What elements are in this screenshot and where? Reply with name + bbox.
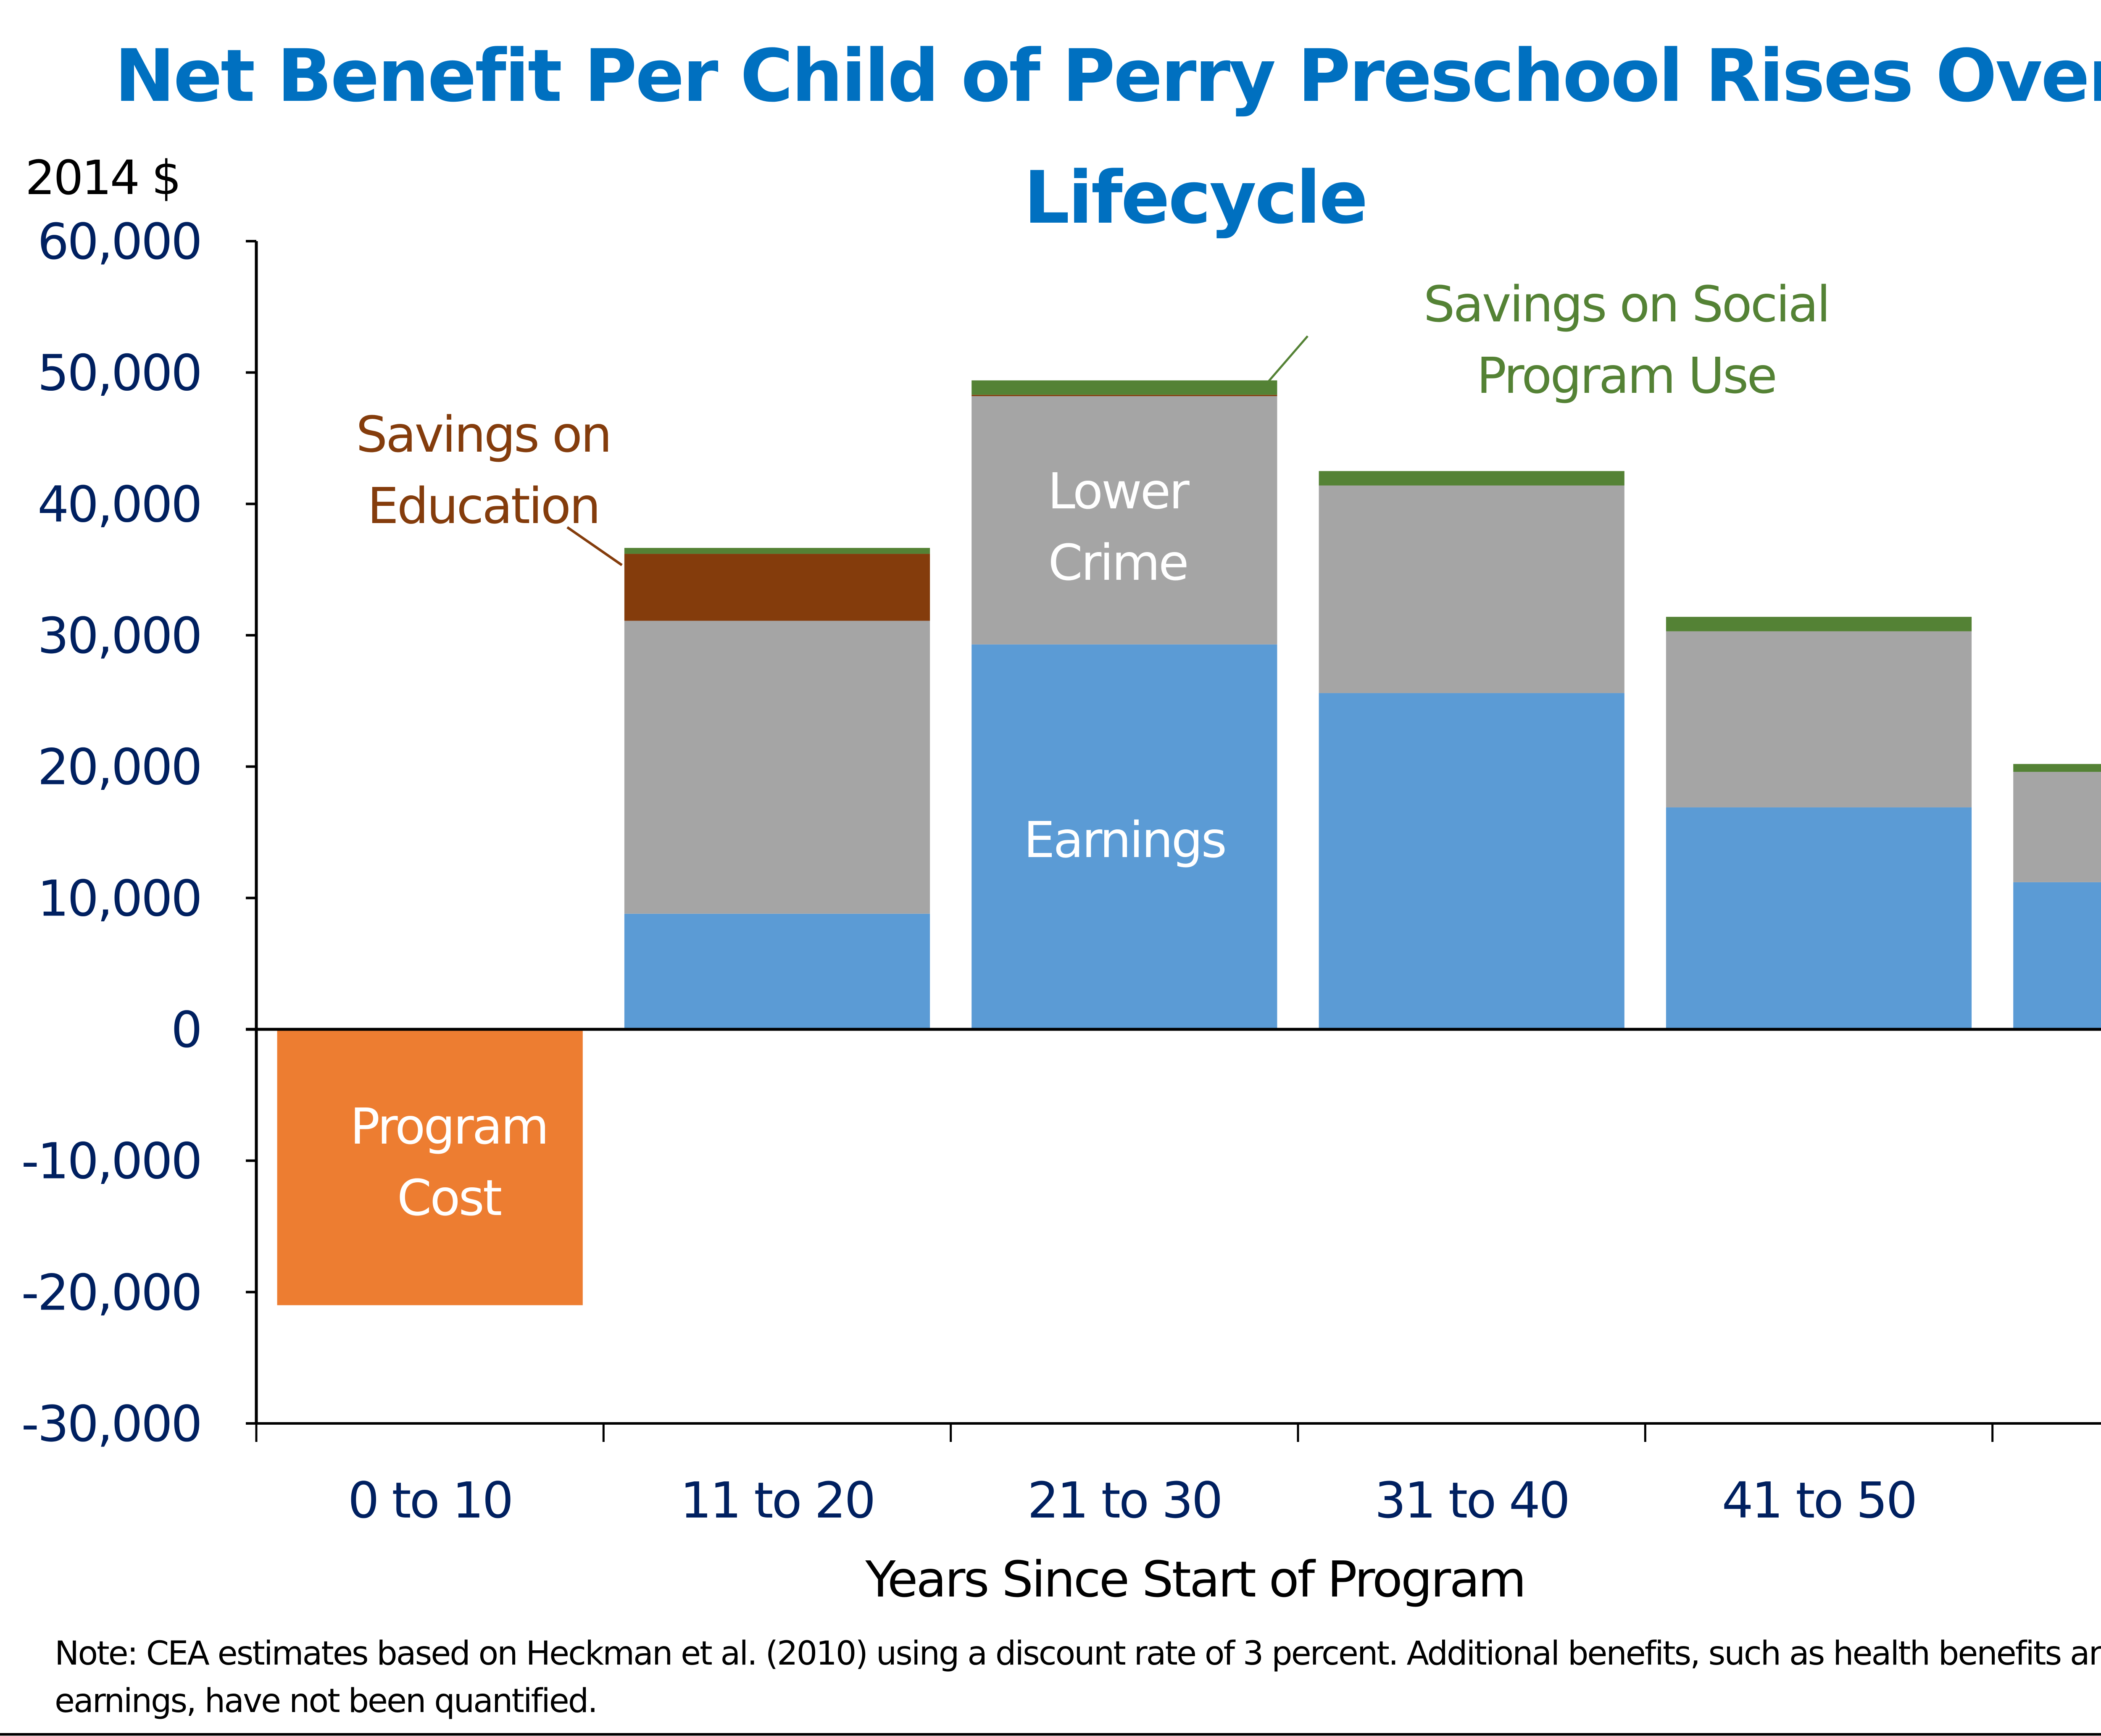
- note-line-1: Note: CEA estimates based on Heckman et …: [55, 1635, 2101, 1673]
- bar-savings-on-social-program-use-11-to-20: [624, 548, 930, 554]
- y-tick-label: -10,000: [21, 1132, 201, 1190]
- x-tick-label: 0 to 10: [348, 1471, 512, 1529]
- annotation-savings-social-2: Program Use: [1477, 347, 1776, 405]
- annotation-leader-education: [566, 526, 623, 566]
- bar-lower-crime-41-to-50: [1666, 631, 1972, 808]
- y-tick-label: 60,000: [37, 213, 201, 271]
- label-earnings: Earnings: [1024, 811, 1225, 869]
- y-axis-unit-label: 2014 $: [25, 151, 180, 205]
- bar-lower-crime-11-to-20: [624, 621, 930, 914]
- bar-savings-on-social-program-use-21-to-30: [972, 380, 1277, 395]
- y-ticks-group: 60,000 50,000 40,000 30,000 20,000 10,000 0 -10…: [21, 213, 256, 1453]
- bar-earnings-21-to-30: [972, 644, 1277, 1029]
- y-tick-label: 20,000: [37, 738, 201, 796]
- x-axis-title: Years Since Start of Program: [865, 1550, 1524, 1608]
- y-tick-label: -30,000: [21, 1395, 201, 1453]
- bar-lower-crime-51-: [2013, 772, 2101, 882]
- bar-savings-on-social-program-use-31-to-40: [1319, 471, 1624, 486]
- label-lower-crime-2: Crime: [1048, 534, 1187, 592]
- annotation-leader-social: [1264, 335, 1309, 387]
- x-tick-label: 41 to 50: [1722, 1471, 1916, 1529]
- bar-lower-crime-31-to-40: [1319, 485, 1624, 693]
- bar-savings-on-social-program-use-41-to-50: [1666, 617, 1972, 631]
- chart-title-line-1: Net Benefit Per Child of Perry Preschool…: [115, 34, 2101, 118]
- y-tick-label: 30,000: [37, 607, 201, 665]
- note-line-2: earnings, have not been quantified.: [55, 1682, 597, 1720]
- y-tick-label: 0: [171, 1001, 201, 1059]
- bar-savings-on-education-21-to-30: [972, 395, 1277, 396]
- y-tick-label: 10,000: [37, 869, 201, 927]
- bar-earnings-31-to-40: [1319, 693, 1624, 1029]
- y-tick-label: 50,000: [37, 344, 201, 402]
- bar-program-cost-0-to-10: [277, 1029, 583, 1305]
- chart-title-line-2: Lifecycle: [1024, 155, 1366, 240]
- x-tick-label: 11 to 20: [680, 1471, 874, 1529]
- annotation-savings-social-1: Savings on Social: [1424, 275, 1829, 333]
- annotation-savings-education-1: Savings on: [356, 405, 611, 463]
- y-tick-label: -20,000: [21, 1263, 201, 1321]
- bar-lower-crime-21-to-30: [972, 396, 1277, 644]
- bar-savings-on-social-program-use-51-: [2013, 764, 2101, 772]
- annotation-savings-education-2: Education: [367, 477, 599, 535]
- label-program-cost-1: Program: [350, 1097, 548, 1155]
- bars-group: [277, 380, 2101, 1305]
- label-program-cost-2: Cost: [397, 1169, 501, 1227]
- x-tick-label: 31 to 40: [1374, 1471, 1569, 1529]
- label-lower-crime-1: Lower: [1048, 462, 1190, 520]
- bar-earnings-11-to-20: [624, 913, 930, 1029]
- bar-savings-on-education-11-to-20: [624, 554, 930, 621]
- axes-group: [246, 241, 2101, 1425]
- bar-earnings-51-: [2013, 882, 2101, 1029]
- bar-earnings-41-to-50: [1666, 807, 1972, 1029]
- x-tick-label: 21 to 30: [1027, 1471, 1222, 1529]
- y-tick-label: 40,000: [37, 475, 201, 533]
